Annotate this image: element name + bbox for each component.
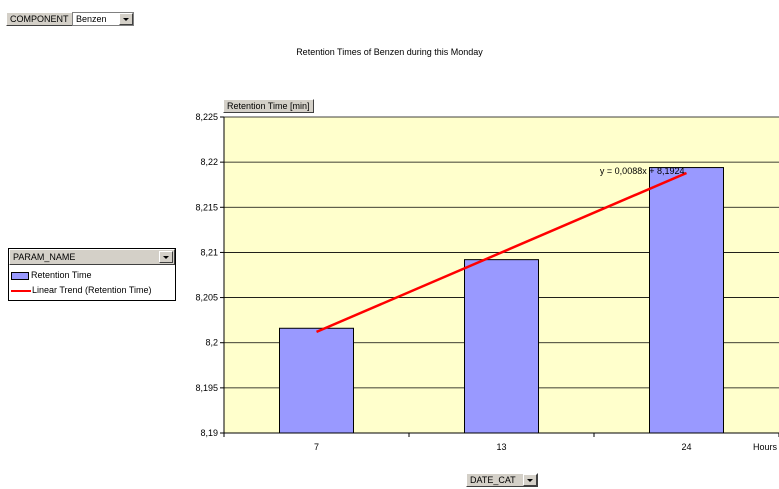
line-swatch-icon [11, 289, 31, 292]
chevron-down-icon[interactable] [523, 474, 537, 486]
legend-item-retention-time[interactable]: Retention Time [11, 269, 92, 281]
date-cat-field-button[interactable]: DATE_CAT [466, 473, 538, 487]
x-tick-label: 7 [314, 442, 319, 452]
chevron-down-icon[interactable] [119, 13, 133, 25]
chart-title: Retention Times of Benzen during this Mo… [296, 47, 483, 57]
bar-swatch-icon [11, 271, 29, 280]
y-tick-label: 8,205 [195, 293, 218, 303]
chevron-down-icon[interactable] [159, 251, 173, 263]
y-tick-label: 8,195 [195, 383, 218, 393]
x-tick-label: 24 [681, 442, 691, 452]
x-axis-label: Hours [753, 442, 778, 452]
legend-item-linear-trend[interactable]: Linear Trend (Retention Time) [11, 284, 152, 296]
trend-line[interactable] [316, 171, 687, 334]
component-dropdown[interactable]: Benzen [72, 12, 134, 26]
y-tick-label: 8,22 [200, 157, 218, 167]
bar-retention-time[interactable] [279, 327, 354, 434]
data-field-button[interactable]: Retention Time [min] [223, 99, 314, 113]
y-tick-label: 8,21 [200, 247, 218, 257]
bar-retention-time[interactable] [649, 167, 724, 434]
x-tick-label: 13 [496, 442, 506, 452]
param-name-label: PARAM_NAME [13, 252, 76, 262]
trend-equation: y = 0,0088x + 8,1924 [600, 166, 685, 176]
bar-retention-time[interactable] [464, 259, 539, 434]
y-tick-label: 8,19 [200, 428, 218, 438]
component-value: Benzen [76, 14, 107, 24]
legend: PARAM_NAME Retention Time Linear Trend (… [8, 248, 176, 301]
date-cat-label: DATE_CAT [470, 475, 516, 485]
param-name-field-button[interactable]: PARAM_NAME [9, 249, 175, 265]
y-tick-label: 8,225 [195, 112, 218, 122]
y-tick-label: 8,215 [195, 202, 218, 212]
y-tick-label: 8,2 [205, 338, 218, 348]
